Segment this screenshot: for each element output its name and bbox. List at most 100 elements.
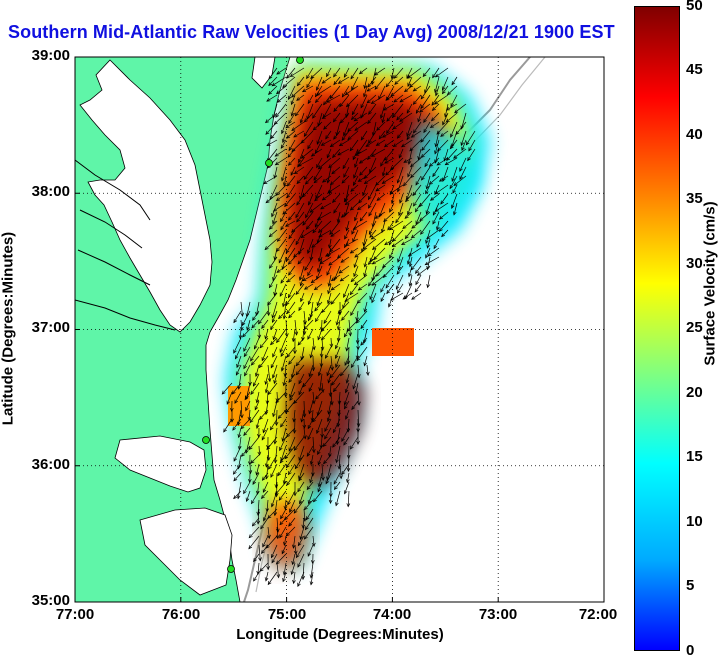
- velocity-vector-head: [243, 489, 247, 495]
- velocity-vector: [453, 148, 467, 159]
- velocity-vector: [317, 112, 323, 127]
- velocity-vector-head: [274, 421, 279, 426]
- velocity-vector: [269, 184, 278, 200]
- velocity-vector-head: [359, 217, 364, 222]
- velocity-vector-head: [420, 153, 425, 158]
- velocity-vector: [337, 328, 341, 342]
- velocity-vector-head: [280, 218, 284, 223]
- velocity-vector-head: [288, 378, 293, 383]
- velocity-vector: [306, 76, 314, 88]
- velocity-vector: [295, 202, 305, 218]
- velocity-vector: [417, 112, 422, 122]
- velocity-vector-head: [288, 294, 292, 299]
- velocity-vector: [374, 76, 386, 90]
- velocity-vector-head: [383, 218, 388, 223]
- velocity-vector-head: [289, 73, 294, 77]
- velocity-vector-head: [384, 156, 389, 161]
- velocity-vector-head: [434, 159, 438, 164]
- velocity-vector: [285, 400, 296, 413]
- velocity-vector: [390, 85, 404, 97]
- velocity-vector-head: [255, 471, 259, 476]
- velocity-vector-head: [429, 197, 435, 201]
- velocity-vector: [375, 184, 386, 192]
- velocity-vector-head: [285, 532, 290, 537]
- velocity-vector-head: [298, 380, 303, 385]
- velocity-vector-head: [248, 446, 253, 451]
- velocity-vector: [277, 463, 287, 476]
- velocity-vector-head: [268, 233, 273, 238]
- velocity-vector-head: [306, 485, 311, 491]
- velocity-vector-head: [300, 297, 304, 303]
- velocity-vector-head: [319, 353, 324, 358]
- velocity-vector-head: [325, 480, 330, 485]
- velocity-vector: [317, 454, 323, 465]
- velocity-vector-head: [385, 96, 390, 101]
- velocity-vector-head: [412, 192, 417, 197]
- velocity-vector: [302, 328, 305, 341]
- velocity-vector: [330, 490, 332, 504]
- velocity-vector: [381, 220, 386, 233]
- velocity-vector-head: [397, 258, 401, 263]
- colorbar-label: Surface Velocity (cm/s): [701, 201, 719, 366]
- velocity-vector-head: [406, 260, 411, 265]
- velocity-vector-head: [438, 227, 443, 232]
- velocity-vector: [451, 76, 458, 85]
- velocity-vector-head: [323, 125, 328, 130]
- velocity-vector-head: [344, 298, 349, 302]
- velocity-vector-head: [327, 379, 331, 384]
- colorbar-tick: 25: [686, 319, 703, 336]
- velocity-vector: [264, 238, 278, 250]
- velocity-vector: [310, 247, 314, 261]
- velocity-vector: [380, 283, 386, 293]
- velocity-vector: [332, 148, 341, 158]
- velocity-vector: [301, 409, 305, 422]
- velocity-vector-head: [235, 355, 239, 360]
- velocity-vector: [343, 283, 350, 298]
- velocity-vector: [353, 175, 359, 186]
- velocity-vector: [340, 256, 350, 263]
- velocity-vector: [340, 274, 350, 282]
- velocity-vector: [278, 490, 287, 501]
- velocity-vector-head: [460, 125, 464, 130]
- velocity-vector: [285, 220, 296, 227]
- velocity-vector-head: [253, 345, 258, 350]
- velocity-vector-head: [280, 367, 285, 372]
- velocity-vector-head: [258, 557, 262, 562]
- velocity-vector-head: [417, 156, 421, 161]
- velocity-vector: [308, 310, 314, 321]
- velocity-vector: [275, 157, 287, 166]
- velocity-vector-head: [461, 146, 465, 152]
- velocity-vector-head: [415, 181, 420, 186]
- velocity-vector: [312, 409, 323, 423]
- velocity-vector-head: [421, 146, 426, 151]
- velocity-vector-head: [302, 221, 307, 226]
- velocity-vector: [357, 292, 368, 304]
- velocity-vector-head: [344, 361, 348, 366]
- velocity-vector: [293, 571, 296, 584]
- velocity-vector: [404, 211, 413, 219]
- velocity-vector-head: [360, 104, 365, 109]
- velocity-vector: [259, 355, 269, 368]
- velocity-vector-head: [453, 182, 458, 187]
- velocity-vector-head: [367, 83, 372, 88]
- velocity-vector-head: [396, 289, 401, 294]
- velocity-vector: [382, 166, 386, 176]
- velocity-vector-head: [368, 110, 372, 115]
- velocity-vector-head: [337, 412, 341, 417]
- velocity-vector: [310, 67, 323, 79]
- velocity-vector: [323, 454, 332, 464]
- velocity-vector-head: [360, 341, 365, 346]
- velocity-vector-head: [243, 347, 247, 352]
- velocity-vector-head: [419, 108, 424, 113]
- velocity-vector: [306, 481, 314, 490]
- velocity-vector-head: [321, 309, 326, 313]
- velocity-vector: [371, 274, 386, 286]
- velocity-vector: [353, 220, 368, 230]
- velocity-vector: [333, 67, 341, 78]
- velocity-vector: [426, 175, 431, 189]
- velocity-vector-head: [288, 146, 293, 152]
- velocity-vector-head: [298, 250, 302, 256]
- velocity-vector-head: [309, 208, 314, 213]
- velocity-vector: [294, 319, 297, 335]
- velocity-vector: [422, 67, 431, 77]
